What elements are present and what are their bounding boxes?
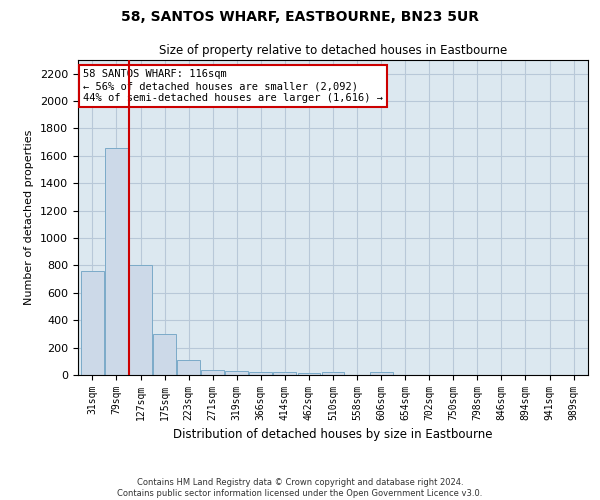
Title: Size of property relative to detached houses in Eastbourne: Size of property relative to detached ho… [159,44,507,58]
Text: Contains HM Land Registry data © Crown copyright and database right 2024.
Contai: Contains HM Land Registry data © Crown c… [118,478,482,498]
Bar [250,372,272,375]
Bar [105,148,128,375]
Bar [129,266,152,375]
Bar [81,271,104,375]
Bar [201,370,224,375]
Bar [322,372,344,375]
Bar [274,372,296,375]
Bar [153,334,176,375]
X-axis label: Distribution of detached houses by size in Eastbourne: Distribution of detached houses by size … [173,428,493,442]
Text: 58 SANTOS WHARF: 116sqm
← 56% of detached houses are smaller (2,092)
44% of semi: 58 SANTOS WHARF: 116sqm ← 56% of detache… [83,70,383,102]
Bar [177,360,200,375]
Bar [298,373,320,375]
Y-axis label: Number of detached properties: Number of detached properties [25,130,34,305]
Bar [226,371,248,375]
Text: 58, SANTOS WHARF, EASTBOURNE, BN23 5UR: 58, SANTOS WHARF, EASTBOURNE, BN23 5UR [121,10,479,24]
Bar [370,372,392,375]
